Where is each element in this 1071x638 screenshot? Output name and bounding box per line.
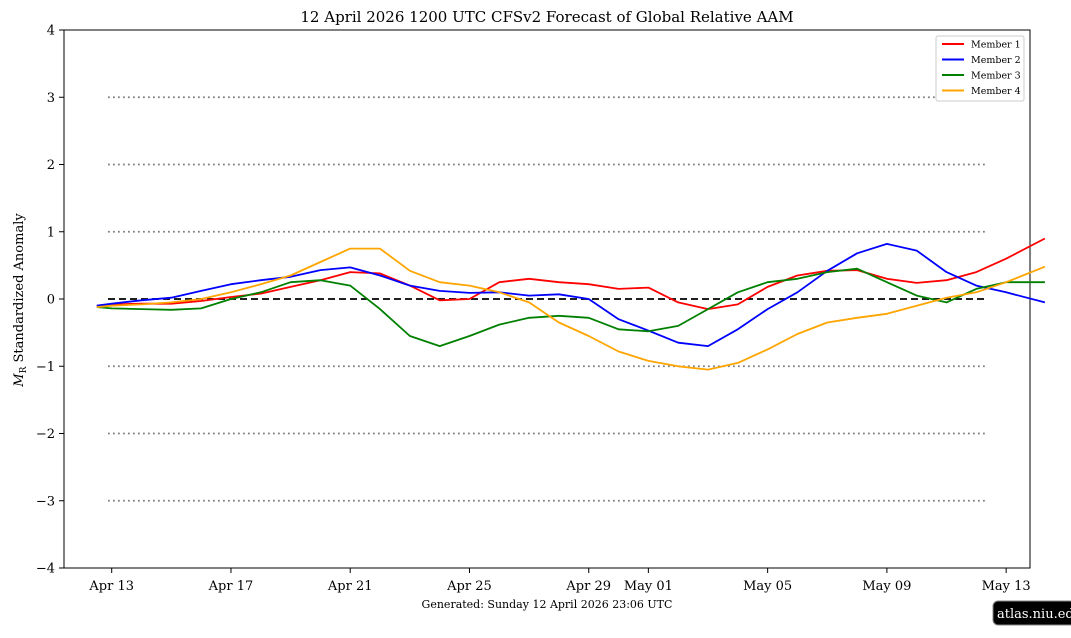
dotted-reference-lines (108, 96, 985, 502)
watermark-text: atlas.niu.edu (997, 607, 1071, 622)
legend-label-member-1: Member 1 (971, 40, 1021, 51)
legend-label-member-4: Member 4 (971, 86, 1021, 97)
y-tick-label: 4 (47, 24, 55, 39)
x-tick-label: May 13 (982, 579, 1031, 594)
generated-footer: Generated: Sunday 12 April 2026 23:06 UT… (422, 598, 673, 611)
series-line-member-4 (96, 247, 1046, 371)
x-tick-label: Apr 17 (208, 579, 254, 594)
y-axis-label-subscript: R (19, 366, 29, 373)
y-tick-label: 3 (47, 91, 55, 106)
x-tick-label: Apr 13 (88, 579, 134, 594)
watermark-background (992, 600, 1071, 626)
chart-title: 12 April 2026 1200 UTC CFSv2 Forecast of… (300, 8, 793, 26)
y-axis-label-symbol: M (12, 373, 27, 388)
y-tick-label: −4 (36, 562, 55, 577)
y-tick-label: 0 (47, 293, 55, 308)
y-tick-label: 1 (47, 225, 55, 240)
x-tick-label: Apr 29 (565, 579, 611, 594)
x-tick-label: May 09 (862, 579, 911, 594)
legend-box (935, 35, 1025, 102)
y-tick-label: −3 (36, 494, 55, 509)
x-tick-label: May 01 (624, 579, 673, 594)
x-tick-label: Apr 25 (446, 579, 492, 594)
legend-label-member-2: Member 2 (971, 55, 1021, 66)
y-tick-label: 2 (47, 158, 55, 173)
y-axis-ticks: 4 3 2 1 0 −1 −2 −3 −4 (36, 24, 64, 577)
series-line-member-2 (96, 242, 1046, 348)
y-tick-label: −2 (36, 427, 55, 442)
y-tick-label: −1 (36, 360, 55, 375)
x-tick-label: Apr 21 (327, 579, 373, 594)
x-axis-ticks: Apr 13 Apr 17 Apr 21 Apr 25 Apr 29 May 01 May … (88, 568, 1031, 594)
legend-label-member-3: Member 3 (971, 71, 1021, 82)
legend: Member 1 Member 2 Member 3 Member 4 (935, 35, 1025, 102)
x-tick-label: May 05 (743, 579, 792, 594)
y-axis-label-text: Standardized Anomaly (12, 213, 27, 367)
series-lines (96, 237, 1046, 371)
y-axis-label: MR Standardized Anomaly (12, 213, 29, 388)
series-line-member-3 (96, 267, 1045, 348)
watermark-badge: atlas.niu.edu (992, 600, 1071, 626)
